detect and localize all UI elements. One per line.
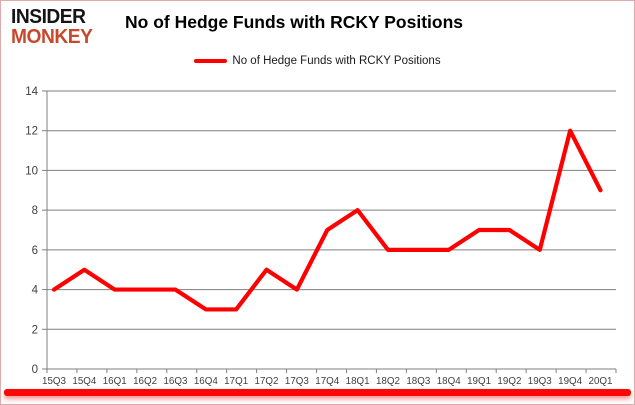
x-axis-label: 19Q1 bbox=[467, 376, 491, 387]
x-axis-label: 18Q4 bbox=[437, 376, 462, 387]
logo-text-insider: INSIDER bbox=[11, 6, 86, 28]
y-axis-label: 10 bbox=[25, 165, 38, 177]
y-axis-label: 14 bbox=[25, 86, 38, 98]
x-axis-label: 17Q3 bbox=[285, 376, 310, 387]
x-axis-label: 20Q1 bbox=[589, 376, 613, 387]
insider-monkey-logo: INSIDER MONKEY bbox=[11, 6, 93, 48]
y-axis-label: 8 bbox=[32, 205, 38, 217]
y-axis-label: 0 bbox=[32, 364, 38, 376]
legend: No of Hedge Funds with RCKY Positions bbox=[1, 55, 634, 67]
x-axis-label: 18Q1 bbox=[346, 376, 370, 387]
logo-text-monkey: MONKEY bbox=[11, 26, 93, 48]
x-axis-label: 19Q3 bbox=[528, 376, 553, 387]
x-axis-label: 16Q4 bbox=[194, 376, 219, 387]
x-axis-label: 16Q1 bbox=[103, 376, 127, 387]
data-line-series bbox=[51, 128, 603, 312]
x-axis-label: 16Q2 bbox=[133, 376, 157, 387]
y-axis-label: 6 bbox=[32, 245, 38, 257]
x-axis-label: 15Q4 bbox=[72, 376, 97, 387]
x-axis-label: 17Q4 bbox=[315, 376, 340, 387]
x-axis-label: 16Q3 bbox=[163, 376, 188, 387]
x-axis-label: 19Q2 bbox=[497, 376, 521, 387]
bottom-red-bar bbox=[4, 389, 631, 396]
legend-label: No of Hedge Funds with RCKY Positions bbox=[232, 55, 441, 67]
y-axis-label: 12 bbox=[25, 126, 38, 138]
x-axis-label: 17Q2 bbox=[255, 376, 279, 387]
x-axis-label: 19Q4 bbox=[558, 376, 583, 387]
chart-title: No of Hedge Funds with RCKY Positions bbox=[125, 12, 464, 32]
legend-line-swatch bbox=[194, 58, 228, 64]
x-axis-label: 17Q1 bbox=[224, 376, 248, 387]
x-axis-label: 15Q3 bbox=[42, 376, 67, 387]
y-axis-label: 4 bbox=[32, 285, 39, 297]
x-axis-label: 18Q3 bbox=[406, 376, 431, 387]
x-axis-label: 18Q2 bbox=[376, 376, 400, 387]
y-axis-label: 2 bbox=[32, 324, 38, 336]
